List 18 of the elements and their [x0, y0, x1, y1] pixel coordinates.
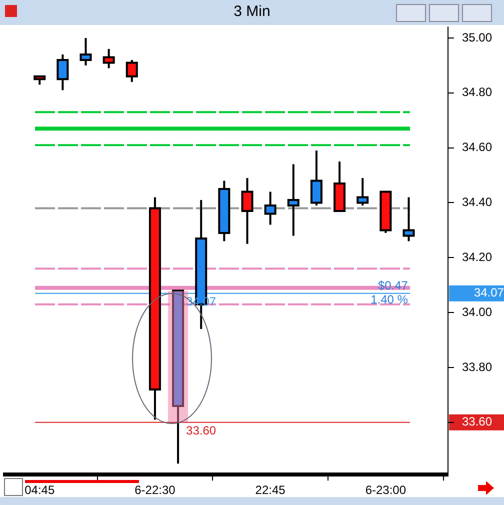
- y-tick-label: 33.80: [462, 360, 492, 374]
- x-tick-label: 6-22:30: [134, 483, 176, 498]
- x-tick-label: 22:45: [255, 483, 286, 498]
- y-tick-label: 33.60: [462, 414, 492, 429]
- chart-title: 3 Min: [232, 2, 272, 22]
- y-tick-label: 34.60: [462, 140, 492, 154]
- y-tick-label: 34.80: [462, 85, 492, 100]
- y-tick-label: 34.00: [462, 304, 492, 319]
- annotation: 1.40 %: [370, 292, 408, 307]
- y-tick-label: 34.40: [462, 195, 492, 210]
- ref-line-label: 34.07: [186, 294, 216, 309]
- ref-line-label: 33.60: [186, 424, 216, 438]
- y-tick-label: 35.00: [462, 30, 492, 44]
- annotation: $0.47: [378, 278, 408, 293]
- y-tick-label: 34.20: [462, 250, 492, 264]
- x-tick-label: 04:45: [24, 483, 55, 498]
- text: 34.07: [474, 286, 504, 300]
- x-tick-label: 6-23:00: [365, 483, 406, 498]
